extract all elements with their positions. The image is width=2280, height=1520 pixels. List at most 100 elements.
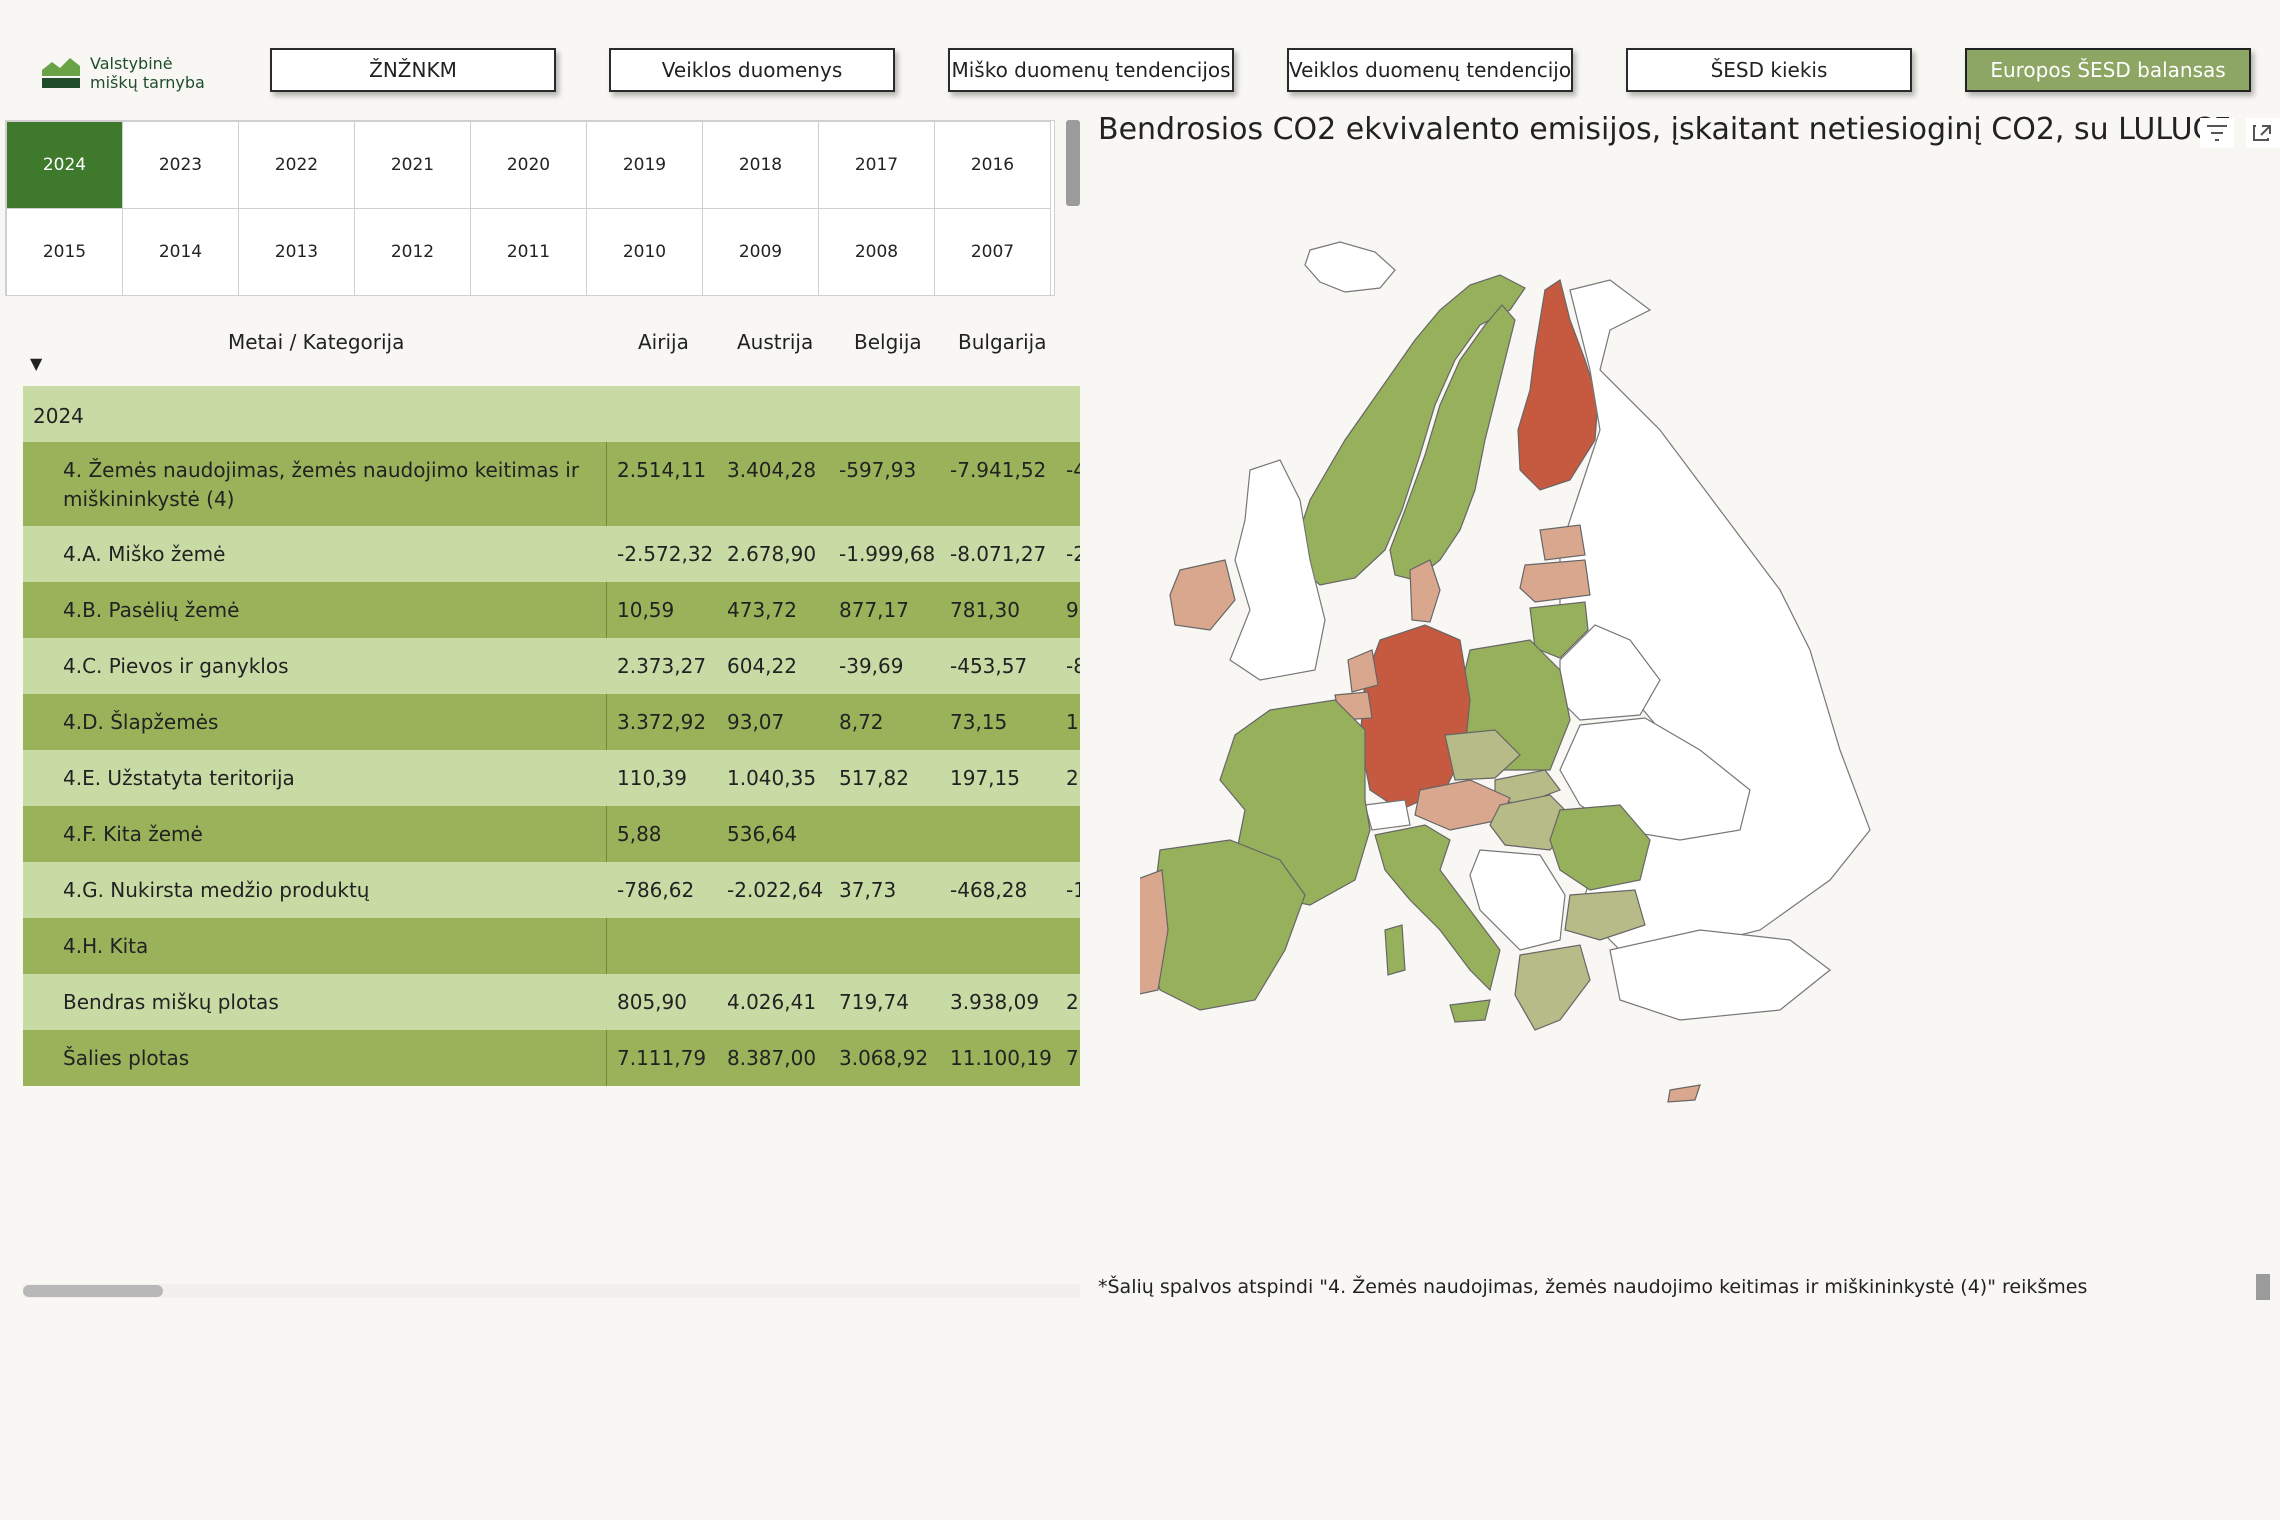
year-tile[interactable]: 2024 <box>6 121 123 209</box>
map-title: Bendrosios CO2 ekvivalento emisijos, įsk… <box>1098 112 2231 147</box>
table-row[interactable]: Bendras miškų plotas 805,90 4.026,41 719… <box>23 974 1080 1030</box>
cell-value: 805,90 <box>617 990 687 1014</box>
country-estonia <box>1539 524 1586 561</box>
cell-value: 1 <box>1066 710 1079 734</box>
nav-button-veiklos-duomenys[interactable]: Veiklos duomenys <box>609 48 895 92</box>
year-tile[interactable]: 2010 <box>586 208 703 296</box>
cell-value: 719,74 <box>839 990 909 1014</box>
nav-button-znznkm[interactable]: ŽNŽNKM <box>270 48 556 92</box>
focus-mode-icon[interactable] <box>2246 118 2280 148</box>
year-tile[interactable]: 2007 <box>934 208 1051 296</box>
logo-line2: miškų tarnyba <box>90 73 205 92</box>
cell-value: -786,62 <box>617 878 695 902</box>
country-balkans <box>1469 849 1566 951</box>
year-tile[interactable]: 2016 <box>934 121 1051 209</box>
cell-value: 604,22 <box>727 654 797 678</box>
year-tile[interactable]: 2012 <box>354 208 471 296</box>
cell-value: -1 <box>1066 878 1080 902</box>
table-row[interactable]: 4.B. Pasėlių žemė 10,59 473,72 877,17 78… <box>23 582 1080 638</box>
table-row[interactable]: 4.E. Užstatyta teritorija 110,39 1.040,3… <box>23 750 1080 806</box>
cell-value: -8 <box>1066 654 1080 678</box>
cell-value: 9 <box>1066 598 1079 622</box>
europe-choropleth-map[interactable] <box>1140 230 2230 1220</box>
country-portugal <box>1140 869 1169 995</box>
year-tile[interactable]: 2018 <box>702 121 819 209</box>
cell-value: 5,88 <box>617 822 662 846</box>
row-label: 4.F. Kita žemė <box>63 822 203 846</box>
cell-value: 2.373,27 <box>617 654 707 678</box>
year-tile[interactable]: 2011 <box>470 208 587 296</box>
row-label: 4.A. Miško žemė <box>63 542 226 566</box>
cell-value: -39,69 <box>839 654 904 678</box>
column-header-category[interactable]: Metai / Kategorija <box>228 330 405 354</box>
cell-value: 7.111,79 <box>617 1046 707 1070</box>
sort-down-icon[interactable]: ▼ <box>30 354 43 373</box>
row-divider <box>606 694 607 750</box>
cell-value: 517,82 <box>839 766 909 790</box>
year-tile[interactable]: 2015 <box>6 208 123 296</box>
country-greece <box>1514 944 1591 1031</box>
page-scrollbar[interactable] <box>2256 1274 2270 1300</box>
logo-text: Valstybinė miškų tarnyba <box>90 54 205 92</box>
row-label: Šalies plotas <box>63 1046 190 1070</box>
year-tile[interactable]: 2023 <box>122 121 239 209</box>
filter-icon[interactable] <box>2200 118 2234 148</box>
table-row[interactable]: Šalies plotas 7.111,79 8.387,00 3.068,92… <box>23 1030 1080 1086</box>
table-row[interactable]: 4.G. Nukirsta medžio produktų -786,62 -2… <box>23 862 1080 918</box>
column-header-bulgarija[interactable]: Bulgarija <box>958 330 1047 354</box>
year-tile[interactable]: 2020 <box>470 121 587 209</box>
country-romania <box>1549 804 1651 891</box>
column-header-belgija[interactable]: Belgija <box>854 330 922 354</box>
row-label: 4.E. Užstatyta teritorija <box>63 766 295 790</box>
table-row[interactable]: 4.C. Pievos ir ganyklos 2.373,27 604,22 … <box>23 638 1080 694</box>
cell-value: 3.404,28 <box>727 458 817 482</box>
year-tile[interactable]: 2008 <box>818 208 935 296</box>
table-row[interactable]: 4.D. Šlapžemės 3.372,92 93,07 8,72 73,15… <box>23 694 1080 750</box>
row-divider <box>606 806 607 862</box>
year-tile[interactable]: 2013 <box>238 208 355 296</box>
year-tile[interactable]: 2009 <box>702 208 819 296</box>
cell-value: -597,93 <box>839 458 917 482</box>
country-cyprus <box>1667 1084 1701 1103</box>
cell-value: 110,39 <box>617 766 687 790</box>
cell-value: 8.387,00 <box>727 1046 817 1070</box>
nav-button-europos-sesd-balansas[interactable]: Europos ŠESD balansas <box>1965 48 2251 92</box>
cell-value: 2.678,90 <box>727 542 817 566</box>
country-iceland <box>1304 241 1396 293</box>
cell-value: 877,17 <box>839 598 909 622</box>
row-label: 4.D. Šlapžemės <box>63 710 219 734</box>
cell-value: 93,07 <box>727 710 785 734</box>
country-lithuania <box>1529 601 1589 659</box>
cell-value: -1.999,68 <box>839 542 936 566</box>
table-horizontal-scrollbar[interactable] <box>23 1284 1080 1298</box>
nav-button-misko-tendencijos[interactable]: Miško duomenų tendencijos <box>948 48 1234 92</box>
cell-value: 11.100,19 <box>950 1046 1052 1070</box>
row-label: 4.H. Kita <box>63 934 149 958</box>
cell-value: 3.372,92 <box>617 710 707 734</box>
year-tile[interactable]: 2017 <box>818 121 935 209</box>
cell-value: -468,28 <box>950 878 1028 902</box>
cell-value: 1.040,35 <box>727 766 817 790</box>
year-tile[interactable]: 2022 <box>238 121 355 209</box>
country-latvia <box>1519 559 1591 603</box>
column-header-austrija[interactable]: Austrija <box>737 330 814 354</box>
cell-value: 781,30 <box>950 598 1020 622</box>
year-tile[interactable]: 2021 <box>354 121 471 209</box>
table-row[interactable]: 4. Žemės naudojimas, žemės naudojimo kei… <box>23 442 1080 526</box>
table-row[interactable]: 4.A. Miško žemė -2.572,32 2.678,90 -1.99… <box>23 526 1080 582</box>
year-slicer-scrollbar[interactable] <box>1066 120 1080 206</box>
year-tile[interactable]: 2014 <box>122 208 239 296</box>
country-sicily <box>1449 999 1491 1023</box>
row-divider <box>606 1030 607 1086</box>
year-tile[interactable]: 2019 <box>586 121 703 209</box>
nav-button-sesd-kiekis[interactable]: ŠESD kiekis <box>1626 48 1912 92</box>
nav-button-veiklos-tendencijos[interactable]: Veiklos duomenų tendencijos <box>1287 48 1573 92</box>
column-header-airija[interactable]: Airija <box>638 330 689 354</box>
table-scroll-thumb[interactable] <box>23 1285 163 1297</box>
table-group-row[interactable]: 2024 <box>23 386 1080 442</box>
table-row[interactable]: 4.H. Kita <box>23 918 1080 974</box>
cell-value: 536,64 <box>727 822 797 846</box>
table-row[interactable]: 4.F. Kita žemė 5,88 536,64 <box>23 806 1080 862</box>
country-switzerland <box>1364 799 1411 831</box>
matrix-table: 2024 4. Žemės naudojimas, žemės naudojim… <box>0 380 1080 1090</box>
